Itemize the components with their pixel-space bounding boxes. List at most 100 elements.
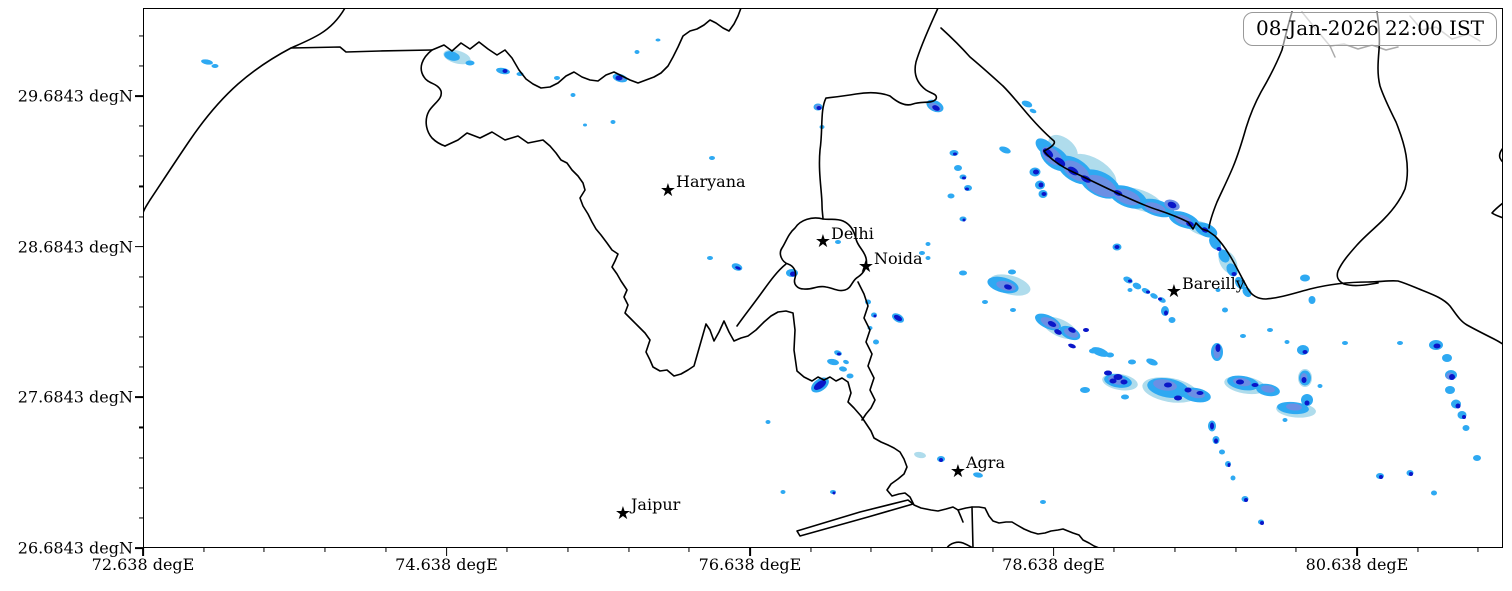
radar-echo (832, 491, 836, 495)
radar-echo (1104, 370, 1112, 376)
y-axis-minor-tick (139, 426, 143, 429)
border-north-link (290, 46, 433, 53)
radar-echo (1158, 297, 1162, 301)
radar-echo (1109, 378, 1117, 384)
city-star-bareilly: ★ (1165, 281, 1183, 302)
radar-echo (707, 256, 713, 260)
radar-echo (655, 38, 661, 42)
radar-echo (583, 123, 587, 127)
border-west (143, 8, 346, 214)
radar-echo (1455, 403, 1461, 409)
x-axis-minor-tick (1477, 548, 1479, 552)
x-axis-tick-label: 76.638 degE (698, 555, 802, 574)
radar-echo (873, 339, 879, 345)
x-axis-major-tick (142, 548, 144, 556)
border-himachal (431, 8, 742, 89)
border-nepal (940, 27, 1503, 346)
x-axis-tick-label: 72.638 degE (91, 555, 195, 574)
x-axis-minor-tick (688, 548, 690, 552)
city-label-delhi: Delhi (831, 224, 874, 243)
y-axis-minor-tick (139, 457, 143, 459)
state-boundaries (143, 8, 1503, 548)
border-east-1 (1208, 11, 1293, 229)
radar-echo (1240, 334, 1246, 338)
radar-echo (1397, 341, 1403, 345)
radar-echo (835, 240, 841, 244)
border-punjab-loop (420, 49, 446, 147)
y-axis-minor-tick (139, 517, 143, 519)
y-axis-tick-label: 27.6843 degN (17, 387, 133, 407)
radar-echo (1164, 382, 1172, 388)
x-axis-minor-tick (992, 548, 994, 552)
y-axis-minor-tick (139, 366, 143, 368)
x-axis-tick-label: 78.638 degE (1002, 555, 1105, 574)
y-axis-minor-tick (139, 487, 143, 489)
x-axis-minor-tick (203, 548, 205, 552)
radar-echo (1244, 498, 1248, 502)
radar-echo (1128, 279, 1132, 283)
timestamp-badge: 08-Jan-2026 22:00 IST (1243, 12, 1497, 46)
city-label-agra: Agra (966, 453, 1005, 472)
x-axis-major-tick (445, 548, 448, 556)
radar-echo (1379, 475, 1383, 479)
x-axis-minor-tick (931, 548, 933, 552)
plot-area: ★ Haryana ★ Delhi ★ Noida ★ Bareilly ★ Agra ★ Jaipu… (143, 8, 1503, 548)
y-axis-minor-tick (139, 306, 143, 308)
x-axis-minor-tick (870, 548, 872, 552)
radar-echo (1230, 475, 1236, 481)
radar-echo (925, 256, 931, 260)
x-axis-minor-tick (1174, 548, 1176, 552)
y-axis-minor-tick (139, 155, 143, 157)
radar-echo (1301, 394, 1313, 406)
radar-echo (837, 352, 841, 356)
border-spur-2 (971, 506, 974, 548)
border-right-edge-2 (1491, 201, 1503, 219)
radar-echo (1010, 308, 1016, 312)
radar-echo (1231, 272, 1237, 276)
radar-echo (1302, 350, 1308, 354)
radar-echo (965, 187, 969, 191)
radar-echo (962, 176, 966, 180)
x-axis-major-tick (1052, 548, 1055, 556)
city-star-noida: ★ (857, 256, 875, 277)
radar-echo (1215, 344, 1221, 352)
y-axis-minor-tick (139, 216, 143, 218)
city-label-jaipur: Jaipur (631, 495, 681, 514)
radar-echo (1301, 377, 1307, 383)
radar-echo (1113, 374, 1123, 380)
city-label-haryana: Haryana (676, 172, 746, 191)
radar-echo (1213, 345, 1221, 359)
radar-echo (1433, 343, 1441, 349)
radar-echo (1120, 379, 1128, 385)
city-label-bareilly: Bareilly (1182, 274, 1245, 293)
radar-echo (1041, 192, 1047, 196)
radar-echo (1146, 290, 1150, 294)
x-axis-minor-tick (628, 548, 630, 552)
y-axis-minor-tick (139, 35, 143, 37)
y-axis-minor-tick (139, 65, 143, 67)
radar-echo (1282, 418, 1288, 422)
radar-echo (1210, 422, 1214, 430)
radar-echo (816, 106, 822, 110)
y-axis-tick-label: 28.6843 degN (17, 237, 133, 257)
x-axis-minor-tick (810, 548, 812, 552)
radar-echo (867, 326, 873, 330)
radar-echo (1216, 247, 1222, 251)
radar-echo (709, 156, 715, 160)
radar-echo (1164, 310, 1168, 316)
radar-echo (1473, 455, 1481, 461)
radar-echo (1308, 296, 1316, 304)
radar-echo (1409, 472, 1413, 476)
radar-echo (1089, 348, 1097, 354)
radar-echo (1300, 274, 1310, 282)
radar-echo (502, 69, 508, 73)
radar-echo (615, 75, 623, 81)
radar-echo (516, 72, 524, 76)
radar-echo (765, 420, 771, 424)
radar-echo (1260, 521, 1264, 525)
radar-echo (1462, 425, 1470, 431)
radar-echo (780, 490, 786, 494)
radar-echo (954, 165, 962, 171)
radar-echo (1168, 317, 1176, 323)
radar-echo (610, 120, 616, 124)
